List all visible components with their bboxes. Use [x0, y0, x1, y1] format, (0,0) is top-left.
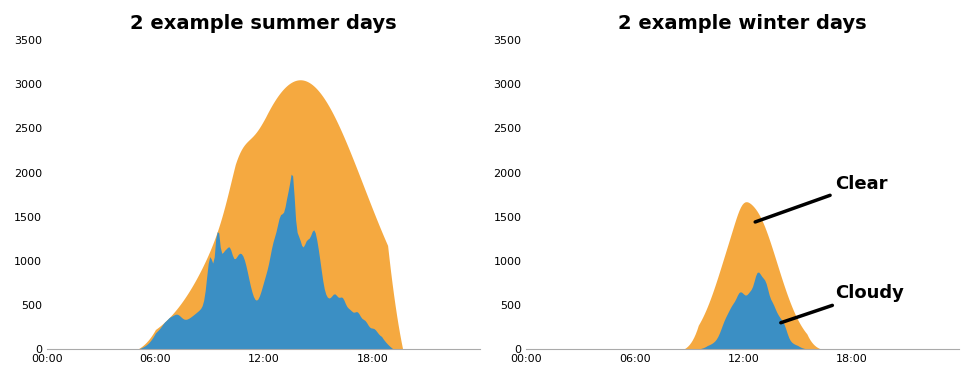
Title: 2 example winter days: 2 example winter days	[619, 14, 867, 33]
Title: 2 example summer days: 2 example summer days	[130, 14, 397, 33]
Text: Cloudy: Cloudy	[781, 284, 904, 323]
Text: Clear: Clear	[755, 175, 888, 222]
